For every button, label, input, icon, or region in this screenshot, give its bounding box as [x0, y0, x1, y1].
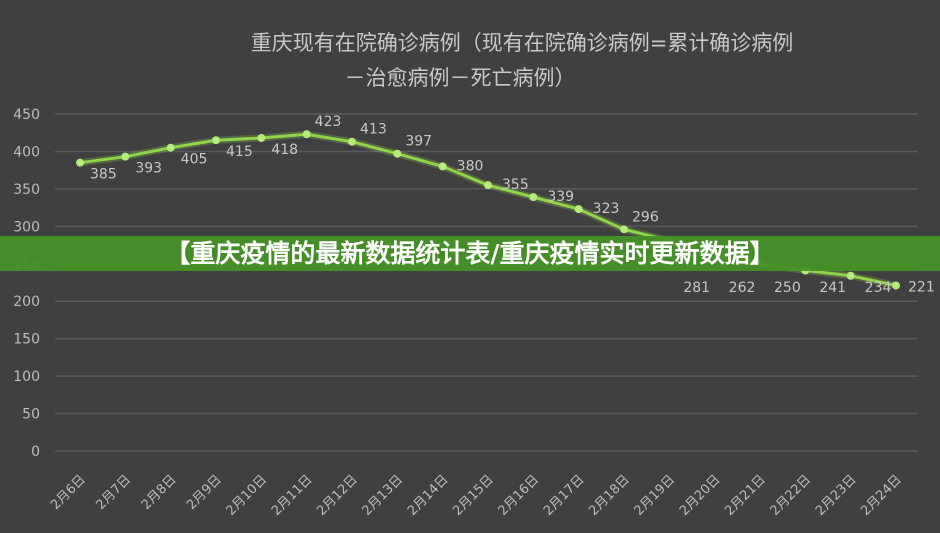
- data-point: [484, 181, 492, 190]
- x-tick-label: 2月18日: [586, 472, 633, 519]
- data-label: 397: [405, 134, 432, 150]
- y-tick-label: 0: [31, 444, 40, 460]
- data-point: [574, 205, 583, 214]
- y-tick-label: 300: [13, 219, 40, 235]
- x-tick-label: 2月23日: [813, 472, 860, 519]
- x-tick-label: 2月22日: [768, 472, 815, 519]
- data-point: [348, 137, 356, 146]
- data-label: 296: [632, 209, 659, 225]
- data-label: 262: [729, 280, 756, 296]
- data-point: [302, 130, 311, 139]
- data-label: 405: [181, 152, 208, 168]
- y-tick-label: 450: [13, 107, 40, 123]
- chart-title-line2: －治愈病例－死亡病例）: [345, 66, 576, 90]
- chart-title-line1: 重庆现有在院确诊病例（现有在院确诊病例=累计确诊病例: [251, 31, 794, 55]
- data-point: [892, 281, 900, 290]
- data-point: [257, 133, 266, 142]
- x-tick-label: 2月9日: [184, 472, 225, 513]
- x-tick-label: 2月8日: [139, 472, 180, 513]
- y-tick-label: 50: [22, 407, 40, 423]
- y-tick-label: 350: [13, 182, 40, 198]
- x-tick-label: 2月12日: [314, 472, 361, 519]
- data-label: 339: [547, 189, 574, 205]
- data-label: 221: [908, 279, 935, 295]
- x-tick-label: 2月6日: [48, 472, 89, 513]
- x-tick-label: 2月7日: [93, 472, 134, 513]
- x-tick-label: 2月21日: [722, 472, 769, 519]
- data-point: [393, 149, 402, 158]
- x-tick-label: 2月19日: [632, 472, 679, 519]
- data-point: [438, 162, 447, 171]
- data-label: 415: [226, 144, 253, 160]
- x-tick-label: 2月20日: [677, 472, 724, 519]
- x-tick-label: 2月11日: [269, 472, 316, 519]
- data-label: 413: [360, 122, 387, 138]
- y-tick-label: 150: [13, 332, 40, 348]
- data-point: [212, 136, 220, 145]
- data-point: [166, 143, 175, 152]
- data-label: 355: [502, 177, 529, 193]
- data-label: 393: [135, 161, 162, 177]
- y-tick-label: 200: [13, 294, 40, 310]
- x-tick-label: 2月16日: [496, 472, 543, 519]
- x-tick-label: 2月10日: [224, 472, 271, 519]
- data-label: 281: [683, 280, 710, 296]
- data-label: 241: [819, 280, 846, 296]
- data-point: [529, 193, 538, 202]
- data-label: 423: [315, 114, 342, 130]
- data-label: 385: [90, 167, 117, 183]
- data-point: [121, 152, 130, 161]
- data-point: [620, 225, 628, 234]
- y-tick-label: 100: [13, 369, 40, 385]
- banner: 【重庆疫情的最新数据统计表/重庆疫情实时更新数据】: [0, 236, 940, 271]
- data-label: 418: [271, 142, 298, 158]
- x-tick-label: 2月24日: [858, 472, 905, 519]
- x-tick-label: 2月15日: [450, 472, 497, 519]
- data-label: 323: [593, 201, 620, 217]
- x-tick-label: 2月14日: [405, 472, 452, 519]
- x-tick-label: 2月17日: [541, 472, 588, 519]
- data-label: 234: [865, 280, 892, 296]
- data-label: 250: [774, 280, 801, 296]
- data-label: 380: [457, 158, 484, 174]
- y-tick-label: 400: [13, 144, 40, 160]
- x-tick-label: 2月13日: [360, 472, 407, 519]
- data-point: [76, 158, 84, 167]
- data-point: [846, 271, 855, 280]
